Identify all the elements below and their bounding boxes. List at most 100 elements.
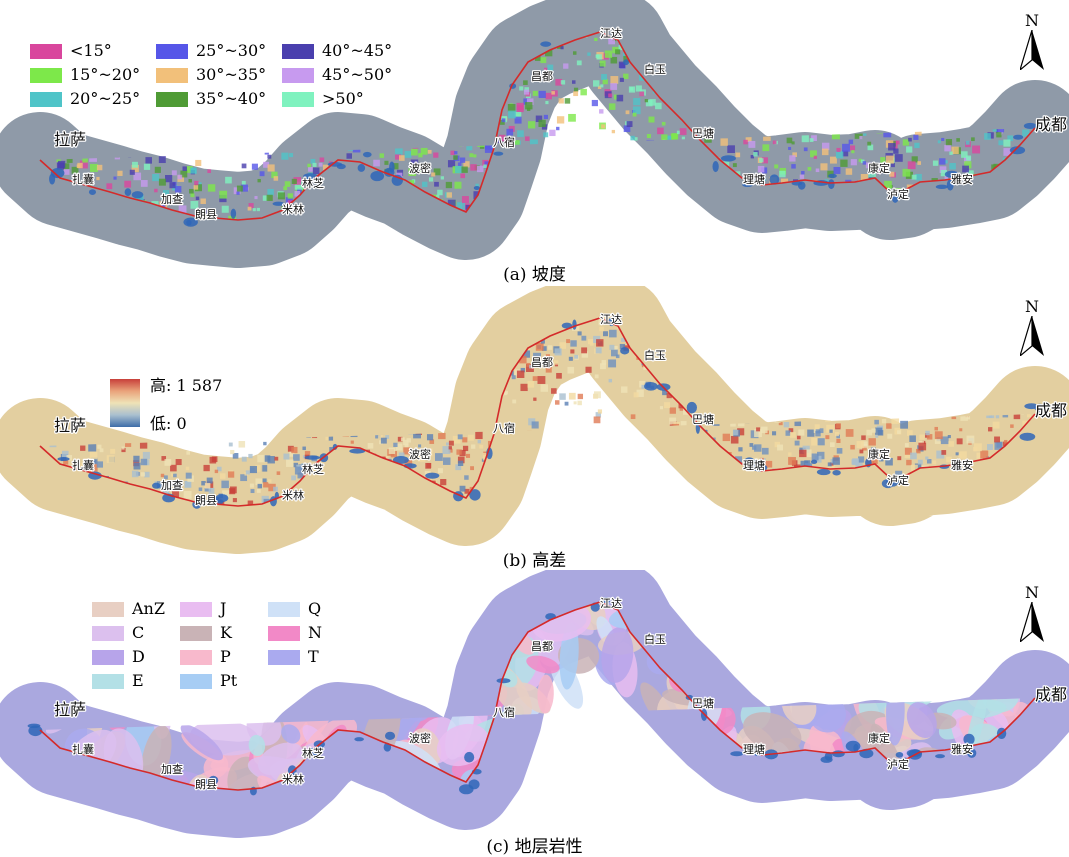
water-body [89, 189, 96, 195]
city-label: 江达 [600, 27, 622, 40]
city-label: 波密 [409, 161, 431, 175]
city-label: 康定 [868, 447, 890, 461]
legend-label: E [132, 672, 144, 690]
water-body [811, 460, 817, 464]
water-body [935, 754, 945, 758]
water-body [497, 678, 511, 683]
water-body [540, 41, 551, 46]
legend-label: 15°~20° [70, 66, 140, 84]
legend-swatch [282, 92, 314, 107]
city-label: 林芝 [302, 176, 324, 190]
water-body [832, 470, 840, 475]
city-label: 雅安 [951, 742, 973, 756]
water-body [846, 741, 861, 752]
water-body [358, 164, 366, 172]
legend-label: <15° [70, 42, 112, 60]
legend-label: 25°~30° [196, 42, 266, 60]
city-label: 朗县 [195, 778, 217, 791]
legend-swatch [268, 650, 300, 665]
relief-map-panel: 拉萨扎囊加查朗县米林林芝波密八宿昌都江达白玉巴塘理塘康定泸定雅安成都 高: 1 … [0, 286, 1069, 570]
water-body [152, 483, 160, 489]
city-label: 波密 [409, 731, 431, 745]
legend-label: Pt [220, 672, 237, 690]
legend-swatch [30, 92, 62, 107]
water-body [1013, 135, 1023, 140]
city-label: 朗县 [195, 208, 217, 221]
legend-swatch [92, 674, 124, 689]
city-label: 八宿 [493, 421, 515, 435]
water-body [464, 752, 474, 763]
water-body [936, 185, 948, 189]
water-body [896, 752, 904, 758]
city-label: 扎囊 [72, 742, 94, 756]
city-label: 林芝 [302, 746, 324, 760]
legend-swatch [92, 602, 124, 617]
city-label: 林芝 [302, 462, 324, 476]
water-body [132, 191, 144, 198]
city-label: 波密 [409, 447, 431, 461]
legend-swatch [282, 44, 314, 59]
water-body [493, 152, 503, 156]
legend-swatch [268, 602, 300, 617]
city-label: 康定 [868, 731, 890, 745]
city-label: 昌都 [531, 70, 553, 83]
water-body [125, 188, 132, 196]
legend-label: C [132, 624, 144, 642]
legend-label: 40°~45° [322, 42, 392, 60]
legend-swatch [180, 602, 212, 617]
north-letter: N [1012, 298, 1052, 316]
water-body [828, 174, 837, 178]
legend-swatch [30, 68, 62, 83]
city-label: 米林 [282, 202, 304, 216]
water-body [817, 469, 831, 475]
ramp-high-label: 高: 1 587 [150, 372, 222, 396]
city-label: 泸定 [887, 757, 909, 771]
slope-map-panel: 拉萨扎囊加查朗县米林林芝波密八宿昌都江达白玉巴塘理塘康定泸定雅安成都 <15°1… [0, 0, 1069, 286]
legend-label: AnZ [132, 600, 165, 618]
city-label: 巴塘 [692, 126, 714, 140]
city-label: 加查 [161, 192, 183, 206]
legend-label: N [308, 624, 322, 642]
legend-label: Q [308, 600, 321, 618]
city-label: 雅安 [951, 172, 973, 186]
water-body [1020, 433, 1036, 441]
city-label: 拉萨 [54, 130, 86, 149]
slope-map: 拉萨扎囊加查朗县米林林芝波密八宿昌都江达白玉巴塘理塘康定泸定雅安成都 [0, 0, 1069, 286]
legend-label: >50° [322, 90, 364, 108]
city-label: 理塘 [743, 458, 765, 472]
city-label: 米林 [282, 488, 304, 502]
city-label: 加查 [161, 762, 183, 776]
water-body [363, 152, 372, 158]
legend-label: 45°~50° [322, 66, 392, 84]
city-label: 成都 [1035, 115, 1067, 134]
city-label: 理塘 [743, 172, 765, 186]
city-label: 扎囊 [72, 172, 94, 186]
water-body [231, 209, 236, 219]
water-body [425, 473, 439, 479]
water-body [572, 319, 576, 329]
legend-swatch [180, 626, 212, 641]
legend-label: P [220, 648, 231, 666]
water-body [459, 784, 474, 794]
north-letter: N [1012, 584, 1052, 602]
water-body [389, 162, 395, 173]
legend-swatch [30, 44, 62, 59]
city-label: 拉萨 [54, 416, 86, 435]
water-body [370, 171, 384, 181]
water-body [644, 382, 658, 391]
water-body [828, 179, 835, 189]
legend-swatch [92, 626, 124, 641]
city-label: 泸定 [887, 187, 909, 201]
city-label: 理塘 [743, 742, 765, 756]
city-label: 八宿 [493, 705, 515, 719]
legend-swatch [156, 68, 188, 83]
city-label: 朗县 [195, 494, 217, 507]
legend-label: T [308, 648, 319, 666]
legend-label: 35°~40° [196, 90, 266, 108]
city-label: 昌都 [531, 356, 553, 369]
relief-color-ramp [110, 379, 140, 427]
city-label: 白玉 [644, 632, 666, 646]
city-label: 米林 [282, 772, 304, 786]
legend-label: J [220, 600, 226, 618]
